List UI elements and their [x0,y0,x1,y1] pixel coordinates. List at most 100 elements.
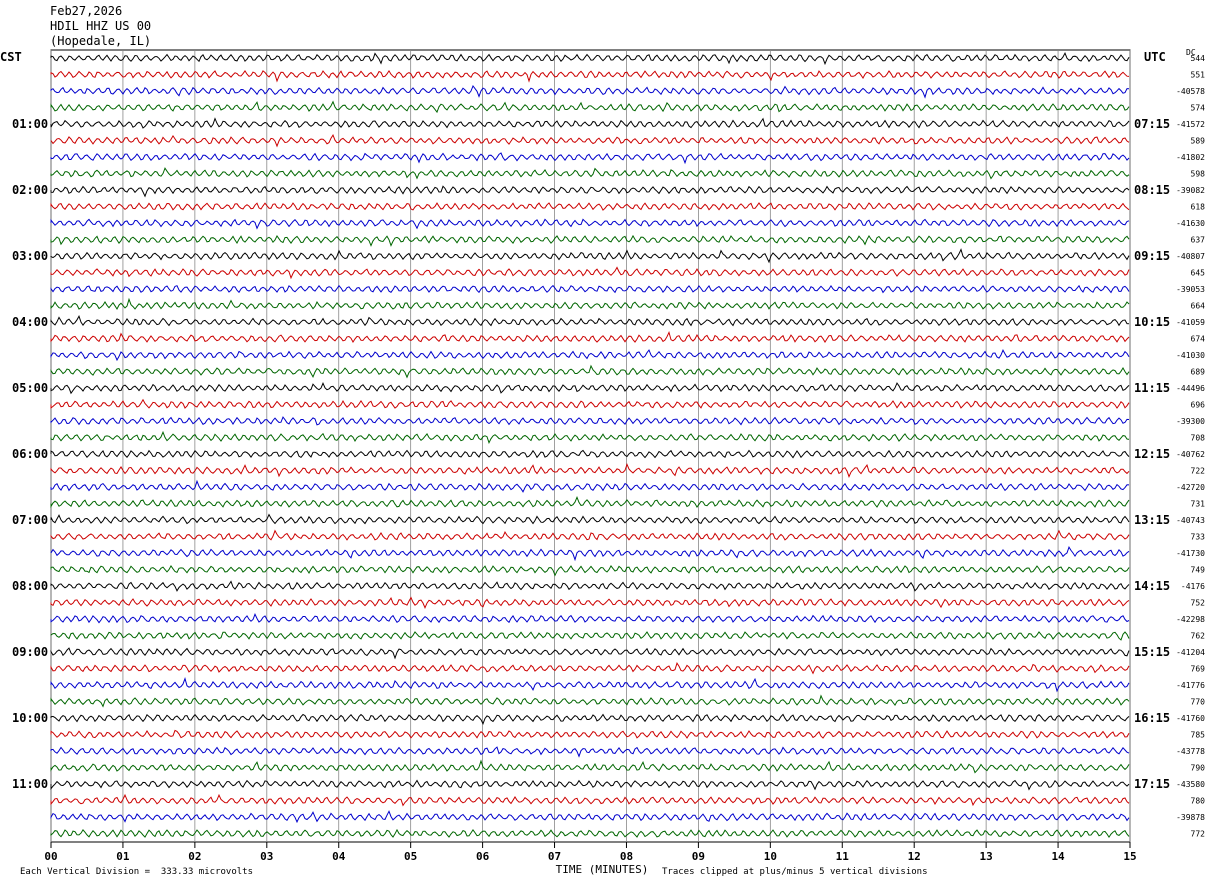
dc-value-label: -42720 [1176,483,1205,492]
trace-line [50,759,1130,774]
scale-note: Each Vertical Division = 333.33 microvol… [20,867,253,877]
x-tick-label: 03 [260,850,273,863]
trace-line [50,234,1130,247]
trace-line [50,134,1130,148]
dc-value-label: 770 [1191,698,1206,707]
dc-value-label: -41730 [1176,549,1205,558]
left-hour-label: 02:00 [12,183,48,197]
clip-note: Traces clipped at plus/minus 5 vertical … [662,867,928,877]
dc-value-label: -41204 [1176,648,1205,657]
right-hour-label: 17:15 [1134,777,1170,791]
trace-line [50,100,1130,114]
left-hour-label: 05:00 [12,381,48,395]
dc-value-label: 664 [1191,302,1206,311]
dc-value-label: -41059 [1176,318,1205,327]
left-hour-label: 07:00 [12,513,48,527]
left-hour-label: 06:00 [12,447,48,461]
trace-line [50,631,1130,641]
trace-line [50,398,1130,409]
x-tick-label: 12 [908,850,921,863]
trace-line [50,462,1130,478]
dc-value-label: 574 [1191,104,1206,113]
right-hour-label: 14:15 [1134,579,1170,593]
trace-line [50,580,1130,592]
x-tick-label: 11 [836,850,850,863]
trace-line [50,330,1130,343]
dc-value-label: -4176 [1181,582,1205,591]
trace-line [50,218,1130,230]
dc-value-label: 544 [1191,54,1206,63]
trace-line [50,266,1130,280]
dc-value-label: -43778 [1176,747,1205,756]
left-hour-label: 11:00 [12,777,48,791]
dc-value-label: -40743 [1176,516,1205,525]
date-label: Feb27,2026 [50,4,123,18]
trace-line [50,713,1130,725]
axis-labels: 00 01 02 03 04 05 06 07 08 09 10 11 12 13 14 15 TIME (MI… [12,54,1205,876]
location-label: (Hopedale, IL) [50,34,152,48]
trace-line [50,117,1130,129]
trace-line [50,529,1130,541]
dc-value-label: -40762 [1176,450,1205,459]
trace-line [50,746,1130,758]
right-hour-label: 11:15 [1134,381,1170,395]
left-hour-label: 03:00 [12,249,48,263]
right-hour-label: 10:15 [1134,315,1170,329]
trace-line [50,284,1130,294]
dc-value-label: -39082 [1176,186,1205,195]
trace-line [50,248,1130,264]
dc-value-label: 749 [1191,566,1206,575]
dc-value-label: 785 [1191,731,1206,740]
trace-line [50,793,1130,807]
dc-value-label: -40578 [1176,87,1205,96]
dc-value-label: 733 [1191,533,1206,542]
trace-line [50,513,1130,525]
station-label: HDIL HHZ US 00 [50,19,152,33]
trace-line [50,52,1130,66]
trace-group [50,52,1130,839]
x-tick-label: 13 [980,850,993,863]
trace-line [50,152,1130,165]
dc-value-label: -41802 [1176,153,1205,162]
dc-value-label: -39053 [1176,285,1205,294]
trace-line [50,167,1130,180]
dc-value-label: 790 [1191,764,1206,773]
dc-value-label: 551 [1191,71,1206,80]
x-tick-label: 15 [1123,850,1136,863]
dc-value-label: 780 [1191,797,1206,806]
x-tick-label: 01 [116,850,130,863]
right-hour-label: 15:15 [1134,645,1170,659]
dc-value-label: -41760 [1176,714,1205,723]
trace-line [50,546,1130,562]
trace-line [50,694,1130,708]
right-hour-label: 08:15 [1134,183,1170,197]
dc-value-label: -44496 [1176,384,1205,393]
dc-value-label: -43580 [1176,780,1205,789]
dc-value-label: -39878 [1176,813,1205,822]
x-tick-label: 00 [44,850,57,863]
left-hour-label: 01:00 [12,117,48,131]
trace-line [50,364,1130,379]
trace-line [50,779,1130,791]
right-hour-label: 12:15 [1134,447,1170,461]
x-tick-label: 02 [188,850,201,863]
trace-line [50,314,1130,327]
trace-line [50,479,1130,493]
trace-line [50,613,1130,624]
trace-line [50,596,1130,609]
dc-value-label: -41030 [1176,351,1205,360]
x-tick-label: 04 [332,850,346,863]
trace-line [50,416,1130,426]
dc-value-label: 598 [1191,170,1206,179]
right-timezone-label: UTC [1144,50,1166,64]
dc-value-label: 674 [1191,335,1206,344]
trace-line [50,676,1130,693]
dc-label: DC [1186,48,1196,57]
right-hour-label: 16:15 [1134,711,1170,725]
right-hour-label: 13:15 [1134,513,1170,527]
dc-value-label: 689 [1191,368,1206,377]
x-tick-label: 05 [404,850,417,863]
left-hour-label: 09:00 [12,645,48,659]
dc-value-label: 589 [1191,137,1206,146]
